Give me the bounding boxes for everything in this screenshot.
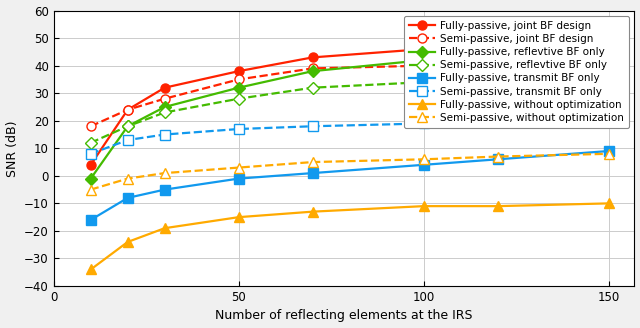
Fully-passive, without optimization (605, 201, 612, 205)
Semi-passive, transmit BF only (124, 138, 132, 142)
Fully-passive, without optimization (87, 268, 95, 272)
Semi-passive, reflevtive BF only (420, 80, 428, 84)
Fully-passive, without optimization (420, 204, 428, 208)
Semi-passive, joint BF design (420, 64, 428, 68)
Semi-passive, without optimization (87, 188, 95, 192)
Semi-passive, without optimization (124, 176, 132, 180)
Semi-passive, without optimization (309, 160, 317, 164)
Line: Fully-passive, without optimization: Fully-passive, without optimization (86, 199, 613, 274)
Semi-passive, joint BF design (161, 97, 168, 101)
Semi-passive, without optimization (161, 171, 168, 175)
Fully-passive, without optimization (124, 240, 132, 244)
Semi-passive, joint BF design (309, 67, 317, 71)
Line: Fully-passive, joint BF design: Fully-passive, joint BF design (86, 31, 613, 169)
Semi-passive, reflevtive BF only (87, 141, 95, 145)
Semi-passive, without optimization (420, 157, 428, 161)
Semi-passive, transmit BF only (420, 122, 428, 126)
Semi-passive, joint BF design (124, 108, 132, 112)
Semi-passive, without optimization (605, 152, 612, 156)
Semi-passive, transmit BF only (493, 119, 501, 123)
Fully-passive, transmit BF only (493, 157, 501, 161)
Semi-passive, joint BF design (605, 58, 612, 62)
Fully-passive, joint BF design (605, 33, 612, 37)
Fully-passive, reflevtive BF only (605, 47, 612, 51)
Fully-passive, transmit BF only (605, 149, 612, 153)
Semi-passive, joint BF design (235, 77, 243, 81)
Fully-passive, reflevtive BF only (309, 69, 317, 73)
Fully-passive, joint BF design (87, 163, 95, 167)
Fully-passive, joint BF design (124, 108, 132, 112)
Semi-passive, transmit BF only (161, 133, 168, 136)
Semi-passive, reflevtive BF only (605, 77, 612, 81)
Fully-passive, without optimization (161, 226, 168, 230)
Fully-passive, reflevtive BF only (87, 176, 95, 180)
Y-axis label: SNR (dB): SNR (dB) (6, 120, 19, 176)
Line: Fully-passive, reflevtive BF only: Fully-passive, reflevtive BF only (86, 45, 613, 183)
Fully-passive, reflevtive BF only (420, 58, 428, 62)
Fully-passive, joint BF design (161, 86, 168, 90)
Fully-passive, transmit BF only (309, 171, 317, 175)
Fully-passive, without optimization (235, 215, 243, 219)
Fully-passive, transmit BF only (420, 163, 428, 167)
Fully-passive, transmit BF only (235, 176, 243, 180)
Semi-passive, reflevtive BF only (124, 124, 132, 128)
Fully-passive, transmit BF only (87, 218, 95, 222)
Fully-passive, joint BF design (235, 69, 243, 73)
Semi-passive, transmit BF only (87, 152, 95, 156)
Semi-passive, reflevtive BF only (161, 111, 168, 114)
Line: Semi-passive, reflevtive BF only: Semi-passive, reflevtive BF only (86, 75, 613, 147)
Fully-passive, transmit BF only (124, 196, 132, 200)
Semi-passive, reflevtive BF only (309, 86, 317, 90)
Fully-passive, joint BF design (493, 39, 501, 43)
Fully-passive, without optimization (493, 204, 501, 208)
Semi-passive, transmit BF only (605, 119, 612, 123)
Semi-passive, reflevtive BF only (235, 97, 243, 101)
Fully-passive, transmit BF only (161, 188, 168, 192)
Semi-passive, without optimization (235, 166, 243, 170)
Semi-passive, without optimization (493, 154, 501, 158)
Semi-passive, transmit BF only (309, 124, 317, 128)
Line: Semi-passive, without optimization: Semi-passive, without optimization (86, 149, 613, 194)
Fully-passive, reflevtive BF only (124, 124, 132, 128)
Legend: Fully-passive, joint BF design, Semi-passive, joint BF design, Fully-passive, re: Fully-passive, joint BF design, Semi-pas… (404, 16, 629, 128)
Semi-passive, reflevtive BF only (493, 80, 501, 84)
Fully-passive, joint BF design (420, 47, 428, 51)
Fully-passive, joint BF design (309, 55, 317, 59)
Line: Fully-passive, transmit BF only: Fully-passive, transmit BF only (86, 147, 613, 224)
Fully-passive, reflevtive BF only (161, 105, 168, 109)
Fully-passive, without optimization (309, 210, 317, 214)
Semi-passive, transmit BF only (235, 127, 243, 131)
Line: Semi-passive, transmit BF only: Semi-passive, transmit BF only (86, 116, 613, 158)
Fully-passive, reflevtive BF only (493, 55, 501, 59)
Semi-passive, joint BF design (87, 124, 95, 128)
Semi-passive, joint BF design (493, 61, 501, 65)
Line: Semi-passive, joint BF design: Semi-passive, joint BF design (86, 56, 613, 131)
Fully-passive, reflevtive BF only (235, 86, 243, 90)
X-axis label: Number of reflecting elements at the IRS: Number of reflecting elements at the IRS (215, 309, 473, 322)
